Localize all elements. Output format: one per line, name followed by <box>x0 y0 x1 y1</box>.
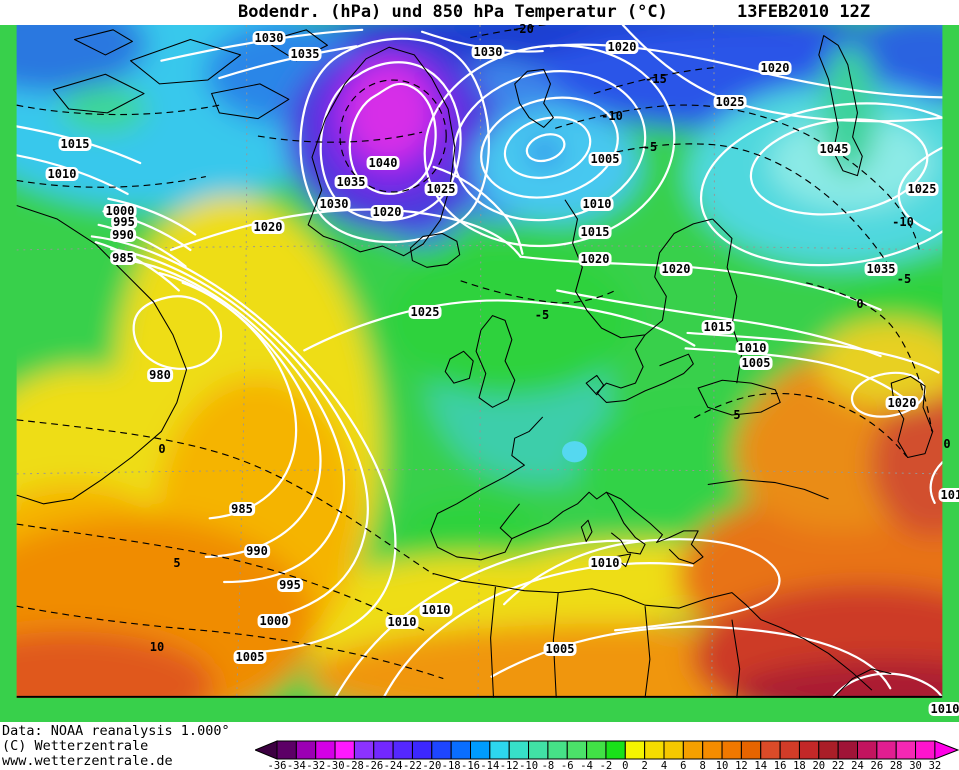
colorbar-tick: -20 <box>422 760 441 770</box>
valid-datetime: 13FEB2010 12Z <box>737 2 871 22</box>
colorbar-box <box>392 740 413 760</box>
colorbar-tick: 26 <box>871 760 884 770</box>
colorbar-tick: -26 <box>364 760 383 770</box>
temperature-field <box>16 25 943 698</box>
colorbar-box <box>373 740 394 760</box>
colorbar-box <box>740 740 762 760</box>
coastlines <box>16 29 934 698</box>
colorbar-box <box>508 740 530 760</box>
colorbar-box <box>489 740 510 760</box>
colorbar-tick: 12 <box>735 760 748 770</box>
colorbar-box <box>837 740 859 760</box>
colorbar-tick: 14 <box>754 760 767 770</box>
colorbar-box <box>702 740 723 760</box>
colorbar-tick: 18 <box>793 760 806 770</box>
colorbar-box <box>798 740 820 760</box>
website-text: www.wetterzentrale.de <box>2 753 173 769</box>
colorbar-tick: 4 <box>661 760 667 770</box>
colorbar-tick: -12 <box>500 760 519 770</box>
colorbar-box <box>586 740 607 760</box>
colorbar-box <box>450 740 471 760</box>
colorbar-tick: 2 <box>641 760 647 770</box>
colorbar-box <box>315 740 336 760</box>
copyright-text: (C) Wetterzentrale <box>2 738 149 754</box>
colorbar-box <box>624 740 646 760</box>
colorbar-arrow-left <box>253 740 278 760</box>
colorbar-box <box>353 740 375 760</box>
colorbar-box <box>721 740 742 760</box>
colorbar-tick: -28 <box>345 760 364 770</box>
graticule <box>16 25 943 698</box>
colorbar-box <box>857 740 878 760</box>
temperature-contours <box>16 25 933 680</box>
colorbar-box <box>895 740 917 760</box>
colorbar-tick: -8 <box>542 760 555 770</box>
colorbar-box <box>528 740 549 760</box>
colorbar-box <box>876 740 897 760</box>
colorbar-tick: -32 <box>306 760 325 770</box>
colorbar-tick: 16 <box>774 760 787 770</box>
colorbar-tick: -36 <box>268 760 287 770</box>
data-source-text: Data: NOAA reanalysis 1.000° <box>2 723 230 739</box>
colorbar-tick: -16 <box>461 760 480 770</box>
colorbar-box <box>276 740 297 760</box>
colorbar-tick: -22 <box>403 760 422 770</box>
colorbar-tick: 0 <box>622 760 628 770</box>
colorbar-box <box>605 740 626 760</box>
isobar-contours <box>16 25 943 698</box>
colorbar-box <box>431 740 452 760</box>
colorbar-tick: 22 <box>832 760 845 770</box>
colorbar-tick: 6 <box>680 760 686 770</box>
colorbar-tick: 10 <box>716 760 729 770</box>
colorbar-tick: -34 <box>287 760 306 770</box>
colorbar-box <box>470 740 491 760</box>
colorbar-box <box>411 740 433 760</box>
colorbar-tick: 20 <box>812 760 825 770</box>
colorbar-box <box>663 740 684 760</box>
colorbar-box <box>644 740 665 760</box>
weather-map <box>16 25 943 698</box>
footer-bar: Data: NOAA reanalysis 1.000° (C) Wetterz… <box>0 722 959 770</box>
colorbar-box <box>682 740 704 760</box>
colorbar-tick: -24 <box>384 760 403 770</box>
temperature-colorbar: -36 -34 -32 -30 -28 -26 -24 -22 -20 -18 -16 -14 -12-… <box>253 740 959 770</box>
colorbar-tick: -14 <box>480 760 499 770</box>
map-panel: 1030 1035 1030 1020 1020 1025 1045 1040 1005 1035… <box>0 22 959 722</box>
colorbar-tick: -30 <box>326 760 345 770</box>
colorbar-tick: 32 <box>929 760 942 770</box>
colorbar-arrow-right <box>934 740 959 760</box>
colorbar-box <box>779 740 800 760</box>
colorbar-tick: 28 <box>890 760 903 770</box>
colorbar-tick: 24 <box>851 760 864 770</box>
title-bar: Bodendr. (hPa) und 850 hPa Temperatur (°… <box>0 0 959 25</box>
colorbar-box <box>818 740 839 760</box>
colorbar-box <box>566 740 588 760</box>
colorbar-box <box>547 740 568 760</box>
colorbar-box <box>334 740 355 760</box>
colorbar-box <box>295 740 317 760</box>
colorbar-svg: -36 -34 -32 -30 -28 -26 -24 -22 -20 -18 -16 -14 -12-… <box>253 740 959 770</box>
colorbar-box <box>915 740 936 760</box>
colorbar-tick: -4 <box>580 760 593 770</box>
page-title: Bodendr. (hPa) und 850 hPa Temperatur (°… <box>238 2 668 22</box>
colorbar-tick: 8 <box>700 760 706 770</box>
colorbar-tick: -18 <box>442 760 461 770</box>
colorbar-tick: -10 <box>519 760 538 770</box>
colorbar-tick: -6 <box>561 760 574 770</box>
colorbar-tick: -2 <box>600 760 613 770</box>
colorbar-tick: 30 <box>909 760 922 770</box>
colorbar-box <box>760 740 781 760</box>
cold-spot <box>562 441 588 463</box>
